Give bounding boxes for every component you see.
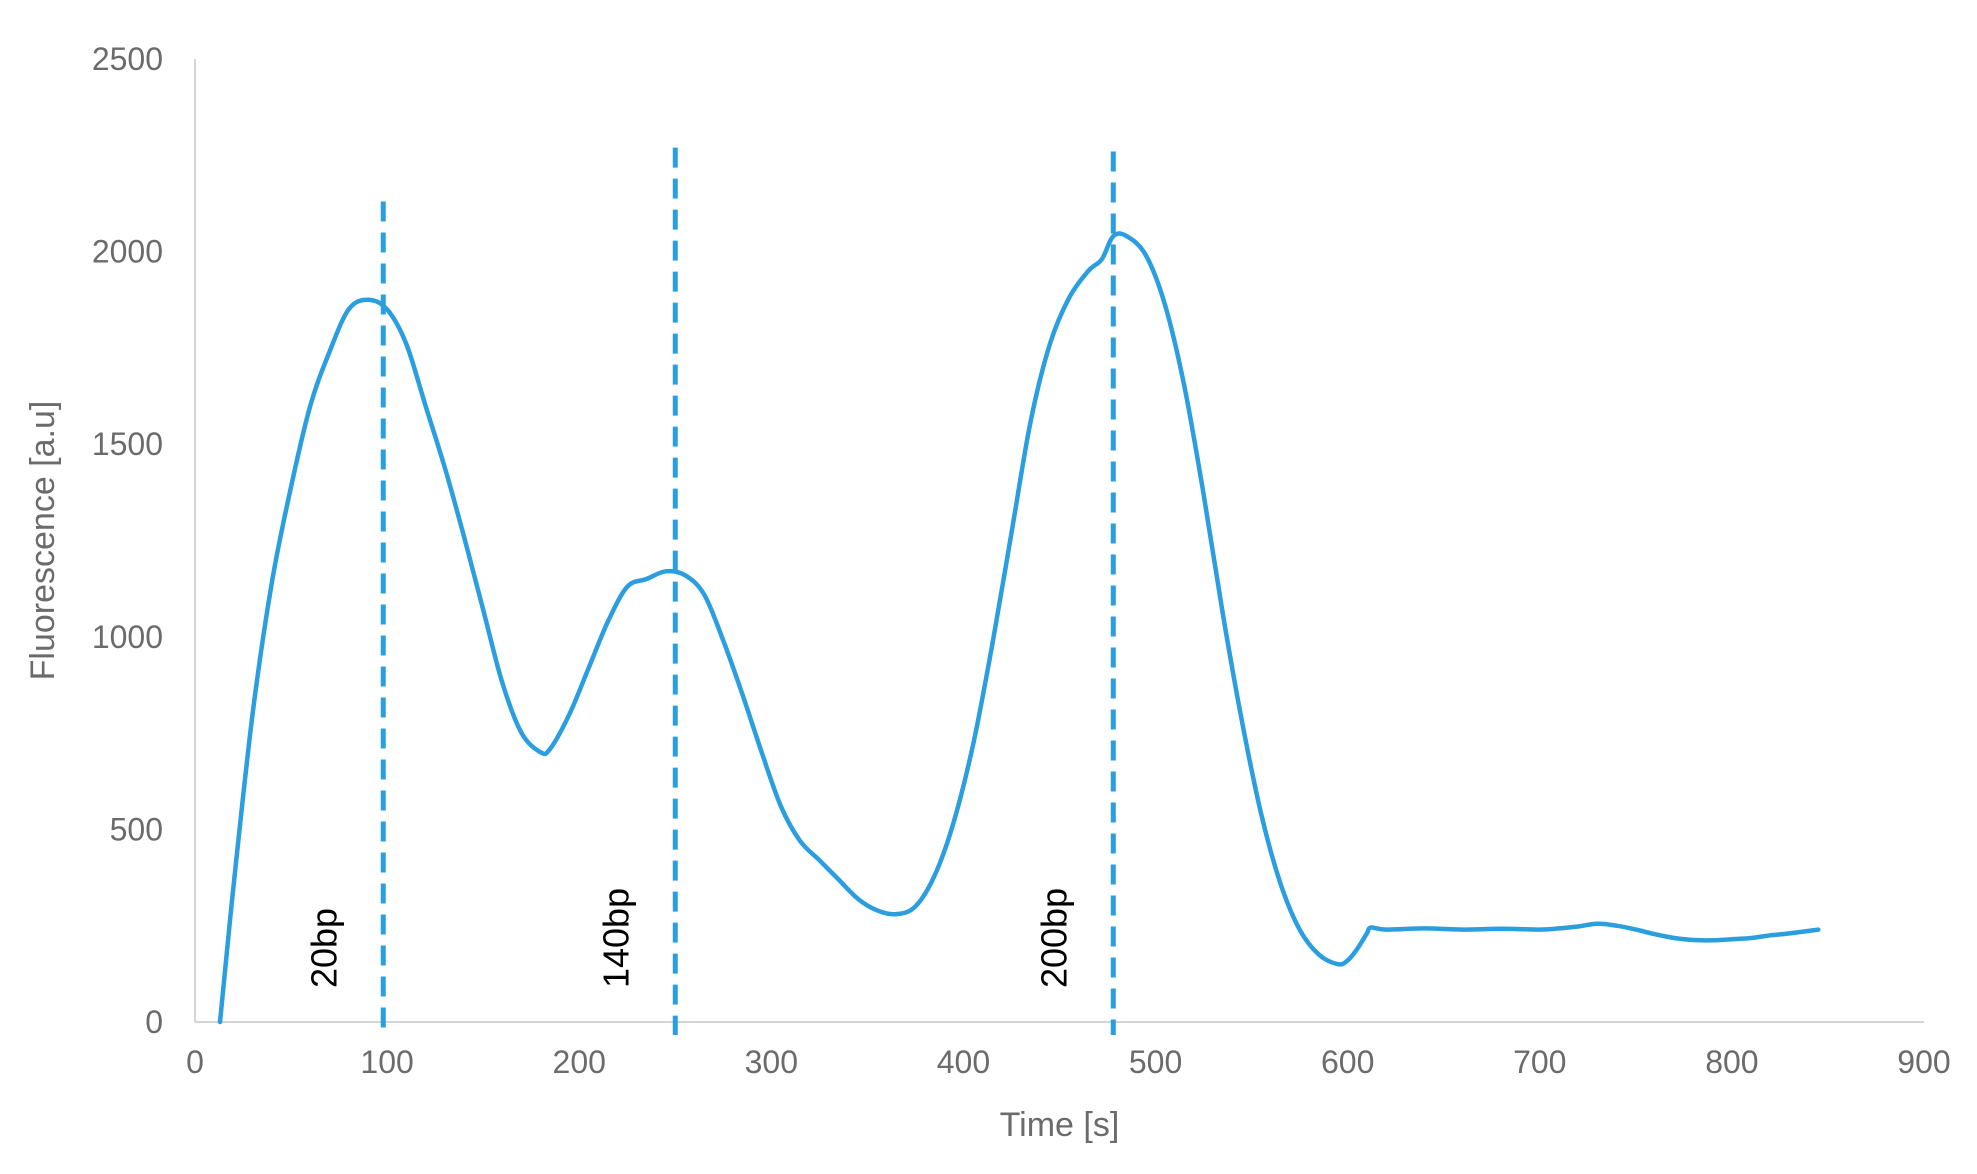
x-tick-label: 300 [745,1044,798,1080]
y-tick-label: 1000 [92,619,163,655]
y-tick-labels: 0 500 1000 1500 2000 2500 [92,41,163,1040]
x-axis-title: Time [s] [1000,1106,1120,1144]
x-tick-label: 100 [360,1044,413,1080]
x-tick-label: 900 [1897,1044,1950,1080]
x-tick-label: 0 [186,1044,204,1080]
x-tick-label: 500 [1129,1044,1182,1080]
x-tick-label: 400 [937,1044,990,1080]
x-tick-label: 600 [1321,1044,1374,1080]
size-markers: 20bp 140bp 200bp [303,147,1116,1035]
x-tick-label: 200 [553,1044,606,1080]
y-tick-label: 0 [145,1004,163,1040]
marker-label: 20bp [303,908,344,988]
x-tick-label: 700 [1513,1044,1566,1080]
y-tick-label: 500 [110,811,163,847]
y-tick-label: 1500 [92,426,163,462]
series-line [217,231,1821,1025]
marker-label: 200bp [1033,888,1074,988]
y-tick-label: 2000 [92,234,163,270]
series-layer [217,231,1821,1025]
marker-label: 140bp [595,888,636,988]
x-tick-labels: 0 100 200 300 400 500 600 700 800 900 [186,1044,1951,1080]
x-tick-label: 800 [1705,1044,1758,1080]
y-axis-title: Fluorescence [a.u] [24,401,62,681]
y-tick-label: 2500 [92,41,163,77]
